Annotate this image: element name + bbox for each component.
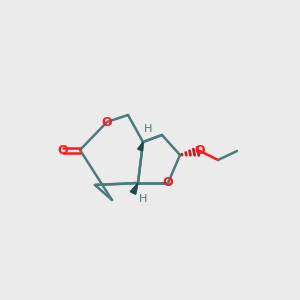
Polygon shape [130, 183, 138, 194]
Text: H: H [144, 124, 152, 134]
Text: O: O [195, 145, 205, 158]
Text: H: H [139, 194, 147, 204]
Text: O: O [102, 116, 112, 128]
Polygon shape [138, 142, 143, 151]
Text: O: O [58, 143, 68, 157]
Text: O: O [163, 176, 173, 190]
